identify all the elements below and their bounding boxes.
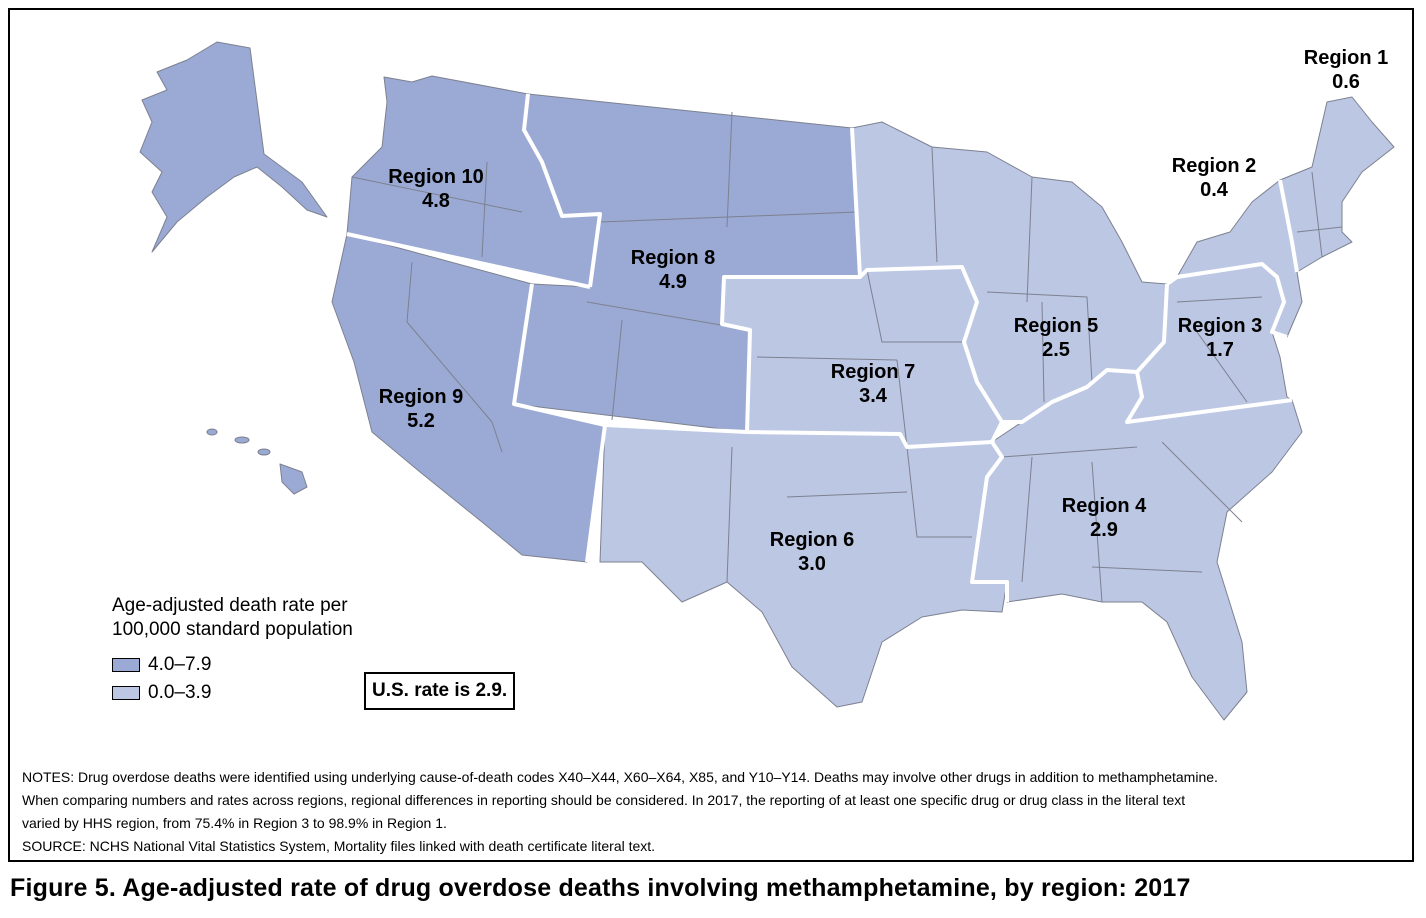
legend-swatch-high (112, 658, 140, 672)
region-6-label: Region 6 3.0 (770, 528, 854, 576)
us-rate-box: U.S. rate is 2.9. (364, 672, 516, 710)
legend-item-low: 0.0–3.9 (112, 682, 353, 704)
region-10-label: Region 10 4.8 (388, 165, 484, 213)
notes-line1: NOTES: Drug overdose deaths were identif… (22, 769, 1218, 785)
legend-label-high: 4.0–7.9 (148, 654, 212, 675)
region-7-name: Region 7 (830, 361, 916, 383)
region-borders (346, 93, 1299, 602)
region-6-rate: 3.0 (798, 553, 826, 575)
figure-frame: Region 1 0.6 Region 2 0.4 Region 3 1.7 Regi… (8, 8, 1414, 862)
region-3-name: Region 3 (1177, 315, 1263, 337)
region-4-rate: 2.9 (1090, 519, 1118, 541)
region-10-rate: 4.8 (422, 190, 450, 212)
region-2-name: Region 2 (1171, 155, 1257, 177)
region-4-name: Region 4 (1061, 495, 1147, 517)
figure-title: Figure 5. Age-adjusted rate of drug over… (10, 874, 1191, 902)
region-5-rate: 2.5 (1042, 339, 1070, 361)
region-3-rate: 1.7 (1206, 339, 1234, 361)
region-5-label: Region 5 2.5 (1014, 314, 1098, 362)
notes-source: SOURCE: NCHS National Vital Statistics S… (22, 838, 656, 854)
region-1-name: Region 1 (1303, 47, 1389, 69)
legend-item-high: 4.0–7.9 (112, 654, 353, 676)
region-2-rate: 0.4 (1200, 179, 1228, 201)
region-7-label: Region 7 3.4 (831, 360, 915, 408)
region-9-label: Region 9 5.2 (379, 385, 463, 433)
region-9-name: Region 9 (378, 386, 464, 408)
legend-swatch-low (112, 686, 140, 700)
region-1-rate: 0.6 (1332, 71, 1360, 93)
region-2-label: Region 2 0.4 (1172, 154, 1256, 202)
region-4-label: Region 4 2.9 (1062, 494, 1146, 542)
region-1-shape (1279, 96, 1395, 273)
region-8-rate: 4.9 (659, 271, 687, 293)
notes: NOTES: Drug overdose deaths were identif… (22, 766, 1402, 858)
region-6-name: Region 6 (769, 529, 855, 551)
us-map (139, 41, 1395, 721)
hawaii-shape (206, 428, 308, 495)
region-8-name: Region 8 (630, 247, 716, 269)
region-3-label: Region 3 1.7 (1178, 314, 1262, 362)
region-5-name: Region 5 (1013, 315, 1099, 337)
legend-title-line1: Age-adjusted death rate per (112, 595, 348, 616)
region-7-rate: 3.4 (859, 385, 887, 407)
legend-title-line2: 100,000 standard population (112, 619, 353, 640)
legend: Age-adjusted death rate per 100,000 stan… (112, 594, 353, 704)
legend-label-low: 0.0–3.9 (148, 682, 212, 703)
region-1-label: Region 1 0.6 (1304, 46, 1388, 94)
notes-line3: varied by HHS region, from 75.4% in Regi… (22, 815, 447, 831)
notes-line2: When comparing numbers and rates across … (22, 792, 1186, 808)
region-10-name: Region 10 (388, 166, 484, 188)
region-9-rate: 5.2 (407, 410, 435, 432)
alaska-shape (139, 41, 328, 253)
region-8-label: Region 8 4.9 (631, 246, 715, 294)
state-borders (351, 111, 1343, 603)
